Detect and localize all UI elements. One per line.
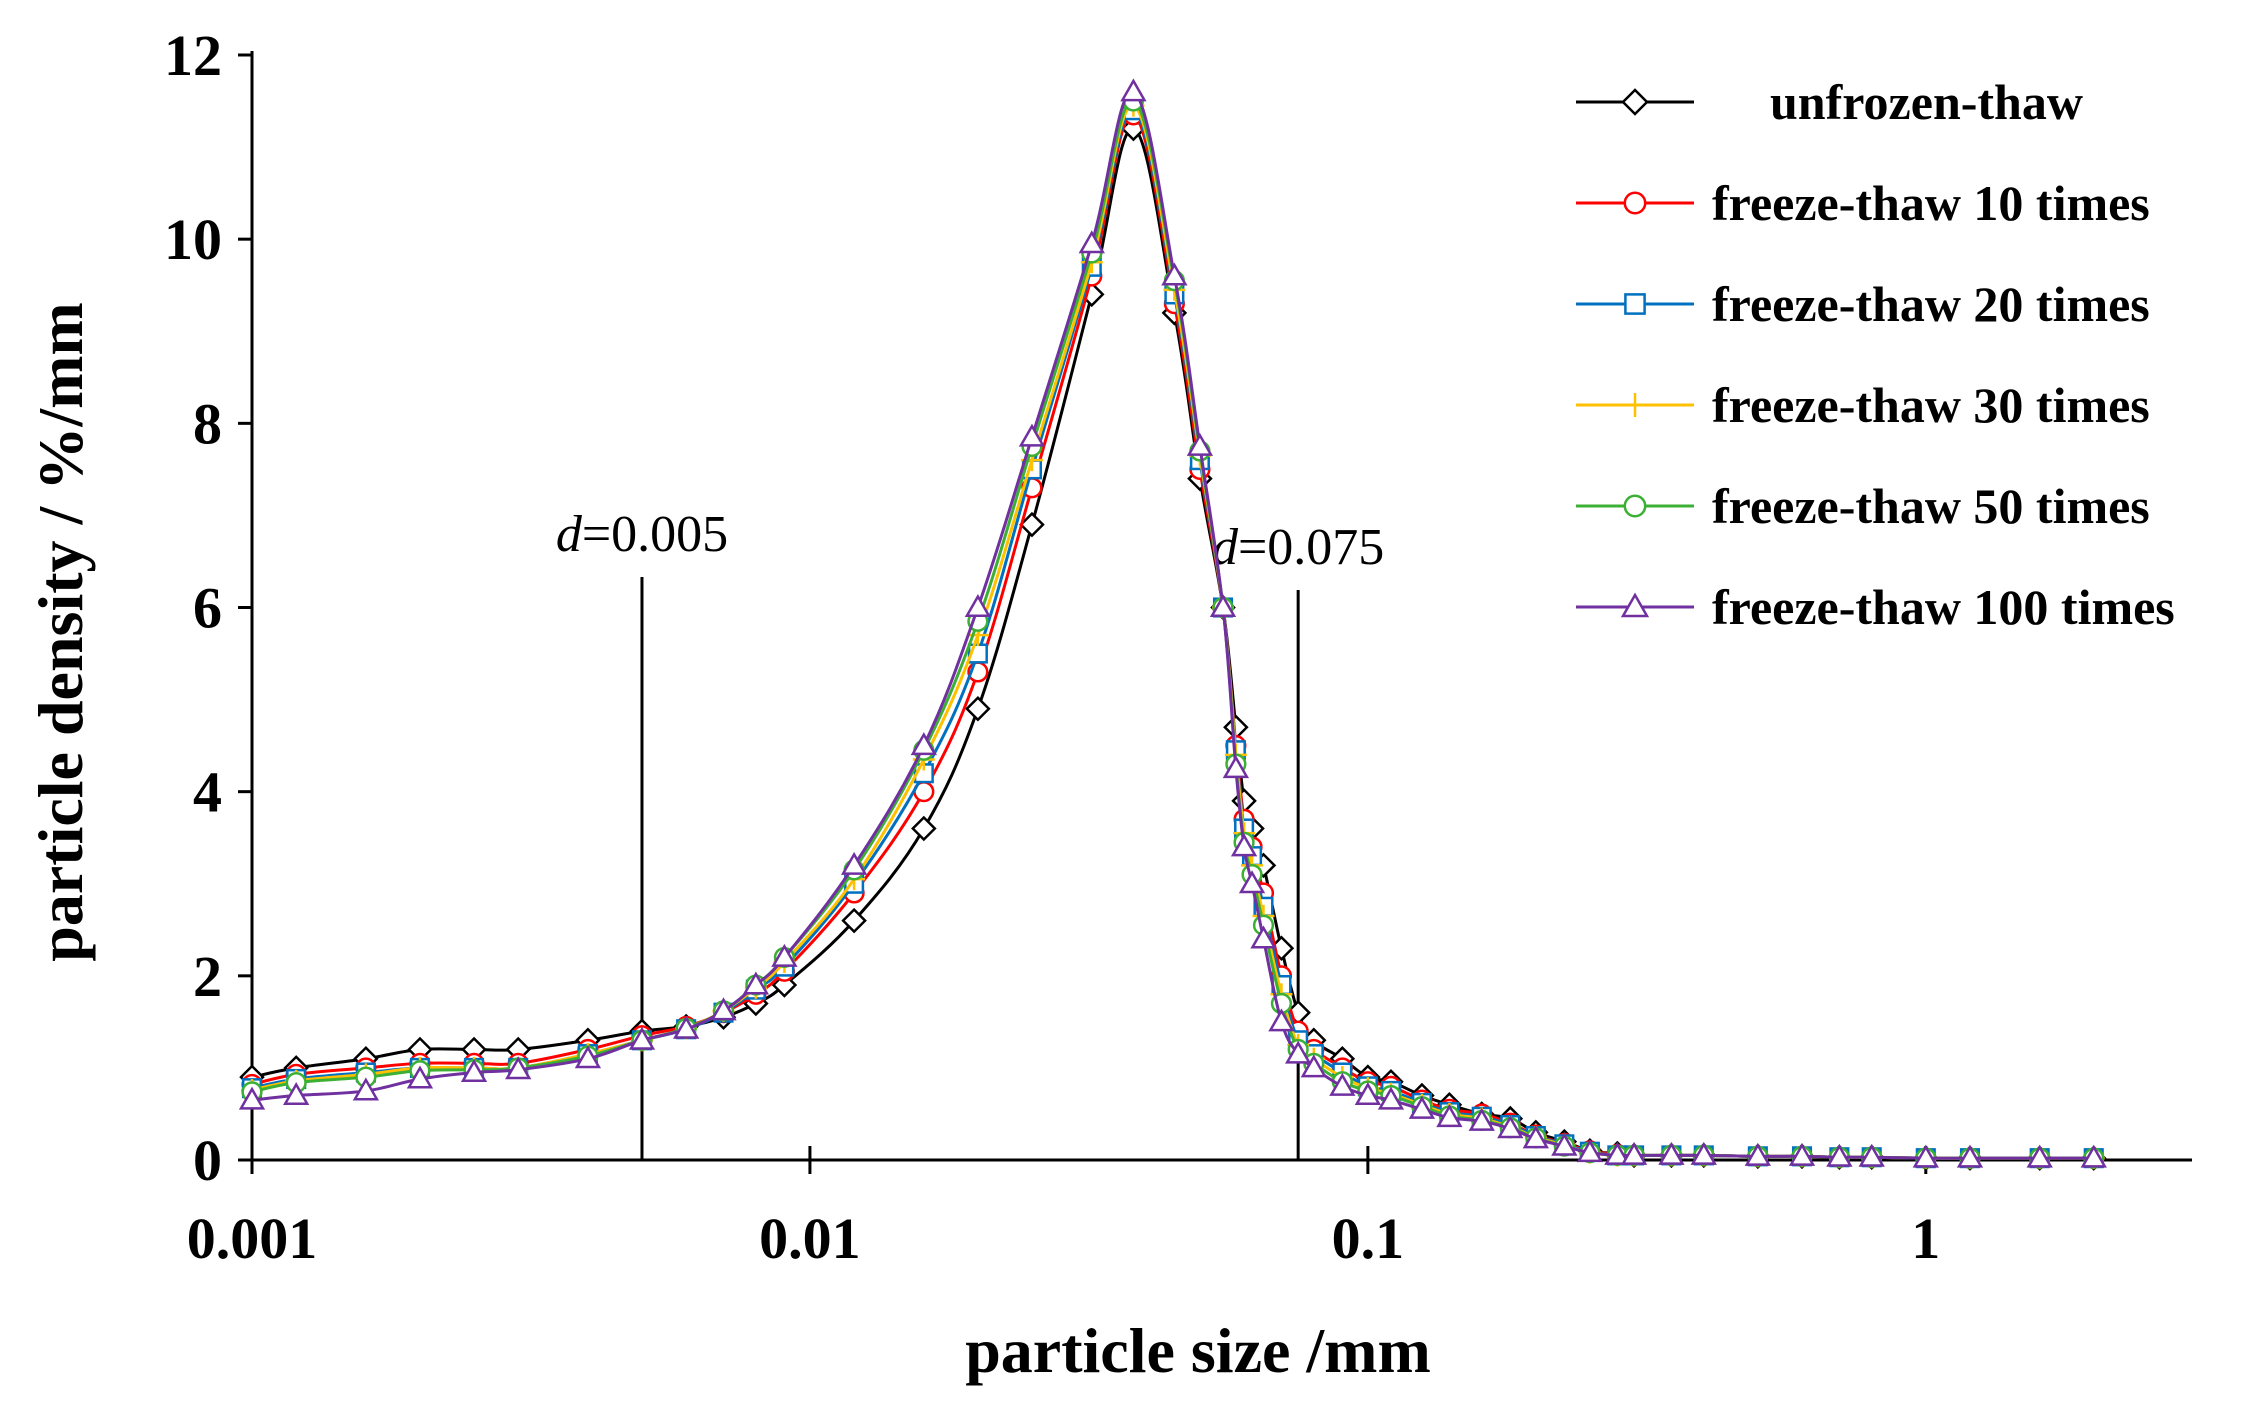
legend-item: freeze-thaw 50 times: [1576, 478, 2150, 534]
y-axis-title: particle density / %/mm: [25, 302, 96, 961]
reference-label-var: d: [556, 506, 583, 563]
y-tick-label: 0: [193, 1128, 222, 1193]
data-point-triangle: [964, 593, 992, 617]
data-point-triangle: [505, 1056, 532, 1080]
data-point-triangle: [238, 1086, 266, 1110]
data-point-triangle: [771, 943, 798, 967]
data-point-triangle: [1468, 1107, 1495, 1131]
data-point-triangle: [673, 1015, 700, 1039]
data-point-triangle: [1620, 592, 1650, 618]
data-point-triangle: [2080, 1144, 2107, 1168]
data-point-triangle: [1744, 1142, 1771, 1166]
legend-label: unfrozen-thaw: [1770, 74, 2083, 130]
y-tick-label: 8: [193, 391, 222, 456]
legend: unfrozen-thaw freeze-thaw 10 times freeze-…: [1576, 74, 2175, 635]
data-point-triangle: [840, 851, 868, 875]
legend-label: freeze-thaw 30 times: [1712, 377, 2150, 433]
data-point-triangle: [1186, 432, 1214, 456]
data-point-triangle: [742, 971, 770, 995]
data-point-triangle: [1408, 1095, 1436, 1119]
data-point-triangle: [2026, 1144, 2053, 1168]
data-point-triangle: [1551, 1132, 1578, 1156]
data-point-triangle: [910, 732, 937, 756]
data-point-triangle: [1300, 1054, 1327, 1078]
x-axis-title: particle size /mm: [965, 1315, 1431, 1386]
data-point-triangle: [1230, 833, 1258, 857]
reference-label-value: =0.005: [582, 506, 728, 563]
data-point-circle: [1623, 494, 1647, 518]
data-point-plus: [1623, 393, 1647, 417]
data-point-triangle: [1788, 1142, 1816, 1166]
data-point-triangle: [1209, 593, 1237, 617]
series-freeze-thaw-100-times: [238, 78, 2107, 1168]
y-tick-label: 10: [164, 207, 222, 272]
data-point-triangle: [1222, 755, 1250, 779]
data-point-triangle: [1161, 262, 1188, 286]
data-point-triangle: [1497, 1115, 1524, 1139]
y-tick-label: 6: [193, 576, 222, 641]
data-point-triangle: [1238, 870, 1266, 894]
legend-label: freeze-thaw 100 times: [1712, 579, 2175, 635]
data-point-triangle: [352, 1077, 380, 1101]
data-point-circle: [1623, 191, 1647, 215]
data-point-triangle: [1956, 1144, 1984, 1168]
data-series: [238, 78, 2107, 1171]
legend-item: freeze-thaw 20 times: [1576, 276, 2150, 332]
data-point-triangle: [1858, 1143, 1885, 1167]
data-point-triangle: [1604, 1141, 1631, 1165]
legend-item: unfrozen-thaw: [1576, 74, 2083, 130]
x-tick-label: 0.1: [1332, 1206, 1405, 1271]
data-point-triangle: [574, 1045, 602, 1069]
data-point-triangle: [1912, 1144, 1939, 1168]
reference-lines: d=0.005 d=0.075: [556, 506, 1384, 1160]
data-point-triangle: [1658, 1141, 1685, 1165]
y-tick-label: 4: [193, 760, 222, 825]
data-point-triangle: [1620, 1141, 1648, 1165]
legend-item: freeze-thaw 100 times: [1576, 579, 2175, 635]
data-point-triangle: [1268, 1008, 1295, 1032]
reference-label-value: =0.075: [1238, 519, 1384, 576]
x-tick-label: 0.01: [759, 1206, 861, 1271]
legend-label: freeze-thaw 20 times: [1712, 276, 2150, 332]
data-point-triangle: [1576, 1139, 1604, 1163]
ticks: 0 2 4 6 8 10 12 0.001 0.01 0.1 1: [164, 23, 1940, 1271]
data-point-triangle: [1690, 1141, 1717, 1165]
x-tick-label: 1: [1911, 1206, 1940, 1271]
data-point-triangle: [1078, 230, 1105, 254]
reference-label: d=0.075: [1212, 519, 1384, 576]
data-point-triangle: [283, 1082, 310, 1106]
legend-label: freeze-thaw 50 times: [1712, 478, 2150, 534]
data-point-diamond: [1019, 511, 1045, 538]
data-point-triangle: [1285, 1040, 1312, 1064]
data-point-triangle: [1018, 423, 1046, 447]
data-point-triangle: [1377, 1086, 1405, 1110]
y-tick-label: 2: [193, 944, 222, 1009]
data-point-diamond: [1621, 88, 1649, 116]
x-tick-label: 0.001: [187, 1206, 318, 1271]
data-point-triangle: [460, 1059, 488, 1083]
legend-label: freeze-thaw 10 times: [1712, 175, 2150, 231]
data-point-triangle: [1522, 1125, 1549, 1149]
data-point-triangle: [406, 1065, 434, 1089]
data-point-triangle: [1436, 1104, 1463, 1128]
reference-label: d=0.005: [556, 506, 728, 563]
data-point-diamond: [965, 696, 991, 722]
data-point-triangle: [1354, 1082, 1382, 1106]
data-point-triangle: [1250, 925, 1277, 949]
data-point-triangle: [710, 997, 737, 1021]
legend-item: freeze-thaw 30 times: [1576, 377, 2150, 433]
data-point-square: [1624, 293, 1646, 315]
y-tick-label: 12: [164, 23, 222, 88]
data-point-diamond: [911, 815, 937, 842]
data-point-triangle: [628, 1026, 656, 1050]
legend-item: freeze-thaw 10 times: [1576, 175, 2150, 231]
data-point-triangle: [1826, 1143, 1853, 1167]
data-point-triangle: [1329, 1072, 1356, 1096]
data-point-triangle: [1120, 78, 1147, 102]
data-point-diamond: [841, 907, 867, 934]
